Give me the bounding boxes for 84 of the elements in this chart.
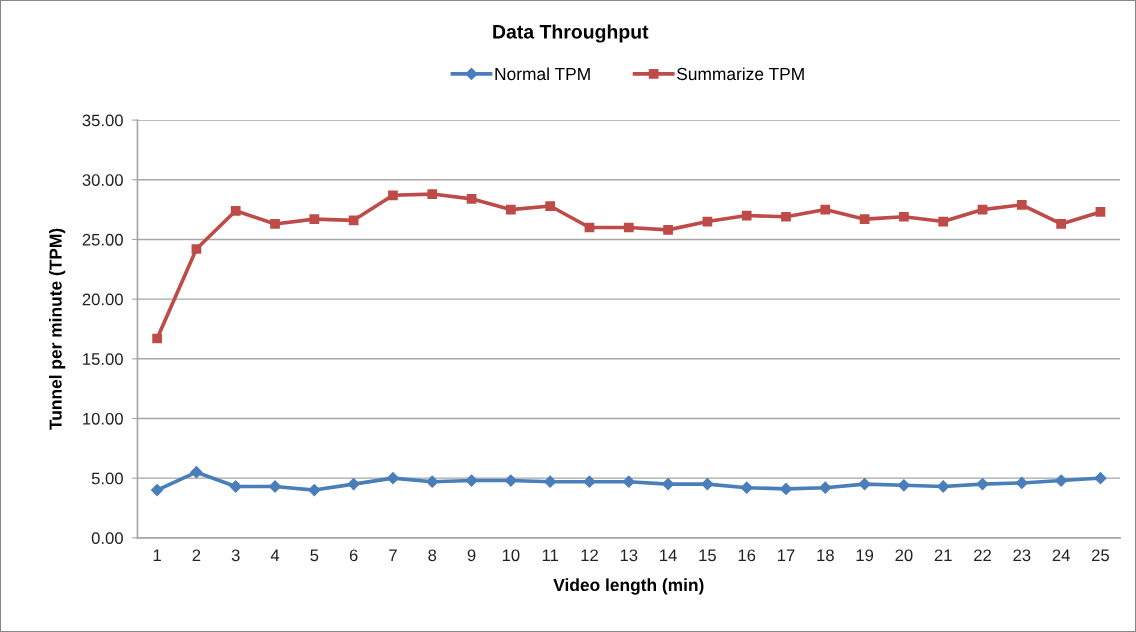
- point: [701, 477, 714, 491]
- point: [623, 222, 634, 233]
- point: [504, 474, 518, 487]
- x-tick-label: 10: [502, 549, 520, 562]
- point: [152, 333, 162, 344]
- point: [190, 465, 203, 479]
- point: [1016, 199, 1027, 210]
- x-tick-label: 20: [895, 549, 913, 562]
- point: [348, 215, 359, 226]
- point: [466, 193, 477, 204]
- point: [1056, 219, 1066, 229]
- x-tick-label: 14: [660, 549, 677, 562]
- x-axis-title: Video length (min): [553, 578, 704, 595]
- y-tick-label: 20.00: [82, 293, 123, 306]
- point: [899, 211, 909, 222]
- point: [740, 481, 754, 495]
- y-tick-label: 25.00: [82, 233, 123, 246]
- point: [309, 214, 320, 225]
- x-tick-label: 2: [192, 549, 201, 562]
- point: [506, 204, 516, 215]
- x-tick-label: 6: [349, 549, 358, 562]
- x-tick-label: 1: [153, 549, 161, 562]
- point: [1015, 476, 1029, 490]
- point: [859, 214, 870, 225]
- x-tick-label: 8: [428, 549, 437, 562]
- point: [936, 480, 950, 493]
- point: [1094, 471, 1107, 485]
- point: [543, 475, 557, 489]
- x-tick-label: 21: [934, 549, 952, 562]
- point: [976, 477, 989, 491]
- point: [779, 482, 793, 496]
- x-tick-label: 19: [856, 549, 874, 562]
- point: [741, 210, 752, 221]
- point: [1054, 474, 1068, 487]
- point: [229, 480, 243, 493]
- point: [270, 219, 280, 229]
- point: [820, 204, 831, 215]
- point: [388, 190, 398, 201]
- point: [465, 474, 478, 487]
- point: [347, 477, 361, 491]
- y-tick-label: 30.00: [82, 174, 123, 186]
- point: [1095, 207, 1106, 217]
- x-tick-label: 3: [231, 549, 240, 562]
- point: [818, 481, 832, 495]
- point: [427, 189, 438, 199]
- point: [386, 471, 400, 485]
- x-tick-label: 11: [542, 549, 559, 562]
- point: [897, 478, 911, 492]
- x-tick-label: 4: [270, 549, 280, 562]
- x-tick-label: 12: [581, 549, 598, 562]
- point: [191, 244, 202, 254]
- x-tick-label: 23: [1013, 549, 1031, 562]
- point: [622, 475, 636, 489]
- chart-title: Data Throughput: [493, 24, 649, 43]
- point: [781, 211, 791, 222]
- point: [425, 475, 439, 489]
- point: [663, 225, 673, 235]
- y-tick-label: 5.00: [91, 472, 123, 485]
- point: [938, 216, 949, 227]
- point: [858, 477, 871, 491]
- x-tick-label: 18: [817, 549, 834, 562]
- point: [150, 483, 164, 497]
- point: [545, 201, 556, 211]
- x-tick-label: 7: [389, 549, 397, 562]
- x-tick-label: 25: [1092, 549, 1110, 562]
- x-tick-label: 15: [699, 549, 716, 562]
- point: [230, 205, 241, 216]
- y-axis-title: Tunnel per minute (TPM): [49, 228, 66, 430]
- point: [583, 475, 596, 489]
- legend-label: Summarize TPM: [677, 67, 804, 81]
- y-tick-label: 10.00: [83, 412, 123, 425]
- x-tick-label: 9: [467, 549, 476, 562]
- x-tick-label: 24: [1052, 549, 1070, 562]
- x-tick-label: 13: [620, 549, 638, 562]
- y-tick-label: 35.00: [82, 114, 123, 127]
- x-tick-label: 17: [778, 549, 795, 562]
- point: [307, 483, 321, 497]
- y-tick-label: 15.00: [83, 353, 123, 365]
- x-tick-label: 16: [738, 549, 756, 562]
- legend-label: Normal TPM: [495, 67, 590, 81]
- x-tick-label: 22: [974, 549, 991, 562]
- point: [661, 477, 675, 491]
- x-tick-label: 5: [310, 549, 319, 562]
- y-tick-label: 0.00: [91, 532, 123, 545]
